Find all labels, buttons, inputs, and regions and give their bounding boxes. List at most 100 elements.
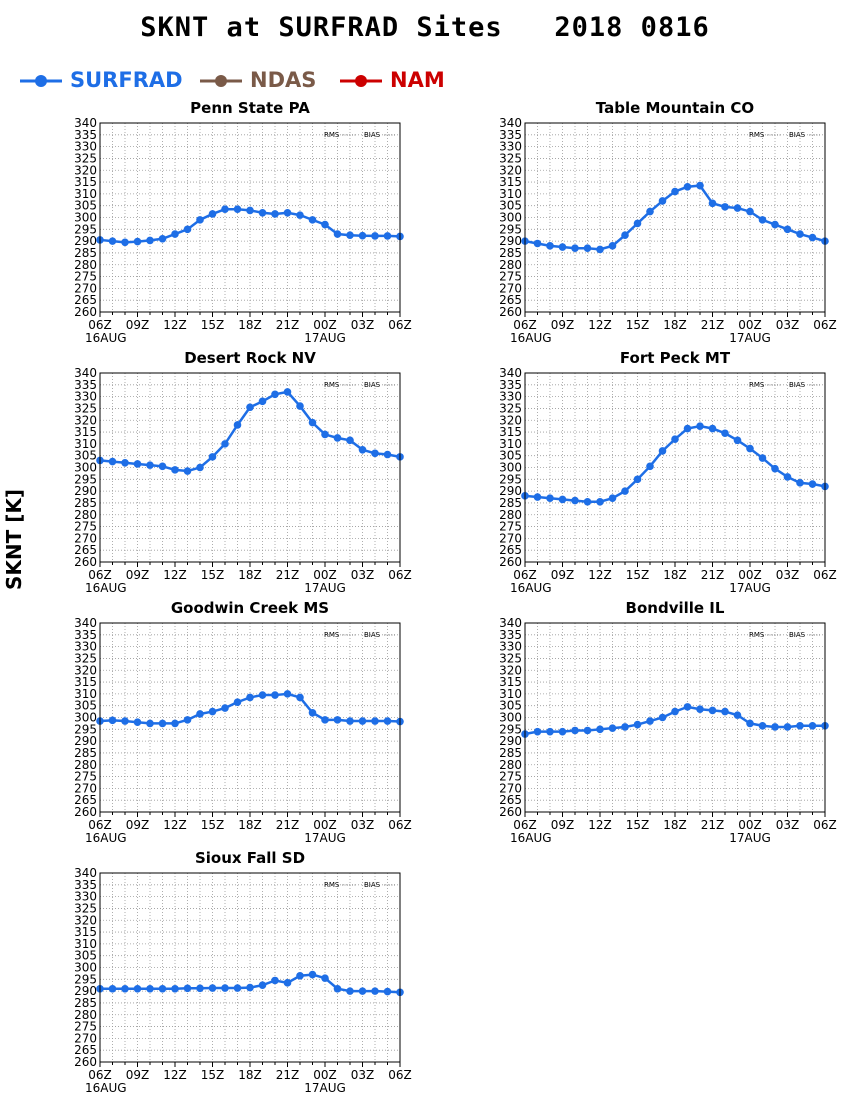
x-tick-label: 18Z <box>238 1068 262 1082</box>
x-date-label: 16AUG <box>510 831 552 845</box>
x-date-label: 17AUG <box>729 831 771 845</box>
y-tick-label: 340 <box>499 616 522 630</box>
x-tick-label: 03Z <box>351 318 375 332</box>
data-point <box>346 717 354 725</box>
x-tick-label: 09Z <box>551 568 575 582</box>
chart-panel: 2602652702752802852902953003053103153203… <box>499 616 837 845</box>
y-tick-label: 295 <box>74 722 97 736</box>
data-point <box>583 244 592 253</box>
data-point <box>296 211 304 219</box>
data-point <box>171 984 179 993</box>
data-point <box>321 974 329 982</box>
data-point <box>571 726 579 735</box>
x-tick-label: 06Z <box>513 818 537 832</box>
data-point <box>208 210 217 218</box>
x-tick-label: 12Z <box>163 818 187 832</box>
y-tick-label: 340 <box>74 616 97 630</box>
data-point <box>296 402 304 410</box>
data-point <box>158 719 167 728</box>
data-point <box>196 710 204 718</box>
data-point <box>683 182 692 191</box>
data-point <box>321 220 329 229</box>
x-tick-label: 06Z <box>388 818 412 832</box>
data-point <box>221 704 229 712</box>
y-tick-label: 270 <box>74 1031 97 1045</box>
y-tick-label: 305 <box>74 449 97 463</box>
x-tick-label: 00Z <box>738 568 762 582</box>
data-point <box>133 718 142 727</box>
data-point <box>358 231 367 240</box>
data-point <box>671 707 679 716</box>
x-tick-label: 00Z <box>738 818 762 832</box>
y-tick-label: 265 <box>499 293 522 307</box>
y-tick-label: 325 <box>74 151 97 165</box>
data-point <box>633 720 642 729</box>
chart-panel: 2602652702752802852902953003053103153203… <box>74 366 412 595</box>
data-point <box>271 691 279 699</box>
data-point <box>383 450 392 459</box>
x-tick-label: 12Z <box>588 318 612 332</box>
data-point <box>196 984 204 993</box>
data-point <box>708 199 717 208</box>
data-point <box>358 445 367 454</box>
y-tick-label: 330 <box>499 640 522 654</box>
data-point <box>583 497 592 506</box>
data-point <box>296 693 304 702</box>
data-point <box>171 466 179 474</box>
data-point <box>271 976 279 985</box>
y-tick-label: 290 <box>74 484 97 498</box>
x-tick-label: 00Z <box>313 818 337 832</box>
x-tick-label: 21Z <box>701 568 725 582</box>
data-point <box>608 242 617 250</box>
data-point <box>558 495 567 504</box>
x-tick-label: 06Z <box>88 318 112 332</box>
data-point <box>146 461 154 469</box>
y-tick-label: 340 <box>499 366 522 380</box>
bias-label: BIAS <box>789 131 806 139</box>
data-point <box>121 717 129 725</box>
plot-frame <box>99 122 401 313</box>
y-tick-label: 320 <box>74 163 97 177</box>
x-date-label: 16AUG <box>85 831 127 845</box>
x-tick-label: 21Z <box>701 818 725 832</box>
x-tick-label: 18Z <box>238 568 262 582</box>
data-point <box>533 239 542 248</box>
data-point <box>796 721 804 730</box>
plot-frame <box>99 872 401 1063</box>
y-tick-label: 280 <box>499 758 522 772</box>
y-tick-label: 335 <box>74 378 97 392</box>
chart-panel: 2602652702752802852902953003053103153203… <box>74 866 412 1095</box>
data-point <box>758 721 767 730</box>
data-point <box>733 204 742 212</box>
bias-label: BIAS <box>789 381 806 389</box>
plot-frame <box>524 372 826 563</box>
data-point <box>233 205 242 214</box>
y-tick-label: 285 <box>499 746 522 760</box>
data-point <box>633 475 642 484</box>
data-point <box>333 716 342 724</box>
y-tick-label: 260 <box>499 305 522 319</box>
x-tick-label: 06Z <box>88 818 112 832</box>
y-tick-label: 315 <box>74 425 97 439</box>
panel-title: Bondville IL <box>625 599 725 617</box>
x-tick-label: 12Z <box>163 318 187 332</box>
y-tick-label: 335 <box>74 878 97 892</box>
y-tick-label: 315 <box>74 175 97 189</box>
y-tick-label: 330 <box>74 140 97 154</box>
chart-panel: 2602652702752802852902953003053103153203… <box>74 616 412 845</box>
y-tick-label: 325 <box>74 901 97 915</box>
y-tick-label: 320 <box>499 663 522 677</box>
y-tick-label: 290 <box>74 234 97 248</box>
y-tick-label: 320 <box>499 163 522 177</box>
data-point <box>321 430 329 439</box>
x-tick-label: 00Z <box>313 318 337 332</box>
data-point <box>771 220 779 229</box>
x-date-label: 16AUG <box>85 331 127 345</box>
y-tick-label: 290 <box>499 484 522 498</box>
data-point <box>546 494 554 503</box>
bias-label: BIAS <box>364 381 381 389</box>
y-tick-label: 285 <box>74 496 97 510</box>
x-date-label: 16AUG <box>85 581 127 595</box>
plot-frame <box>99 622 401 813</box>
data-point <box>383 987 392 996</box>
